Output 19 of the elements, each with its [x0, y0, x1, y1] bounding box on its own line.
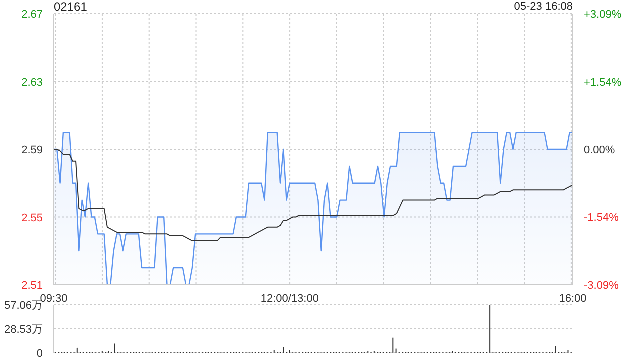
- y-tick-label: 0: [36, 348, 43, 360]
- y2-tick-label: +3.09%: [584, 9, 622, 21]
- y2-tick-label: -1.54%: [584, 212, 620, 224]
- text: 05-23 16:08: [514, 1, 573, 14]
- y-tick-label: 57.06万: [4, 300, 43, 312]
- y-tick-label: 28.53万: [4, 324, 43, 336]
- y-tick-label: 2.59: [22, 144, 43, 156]
- x-tick-label: 16:00: [559, 293, 587, 305]
- y-tick-label: 2.63: [22, 76, 43, 89]
- y-tick-label: 2.55: [22, 212, 43, 224]
- x-tick-label: 12:00/13:00: [260, 293, 319, 305]
- chart-title: 02161: [54, 0, 88, 14]
- x-tick-label: 09:30: [40, 293, 68, 305]
- y-tick-label: 2.51: [22, 280, 43, 292]
- line-series: [54, 149, 574, 242]
- y2-tick-label: 0.00%: [584, 144, 616, 156]
- y2-tick-label: +1.54%: [584, 76, 622, 89]
- y2-tick-label: -3.09%: [584, 280, 620, 292]
- y-tick-label: 2.67: [22, 9, 43, 21]
